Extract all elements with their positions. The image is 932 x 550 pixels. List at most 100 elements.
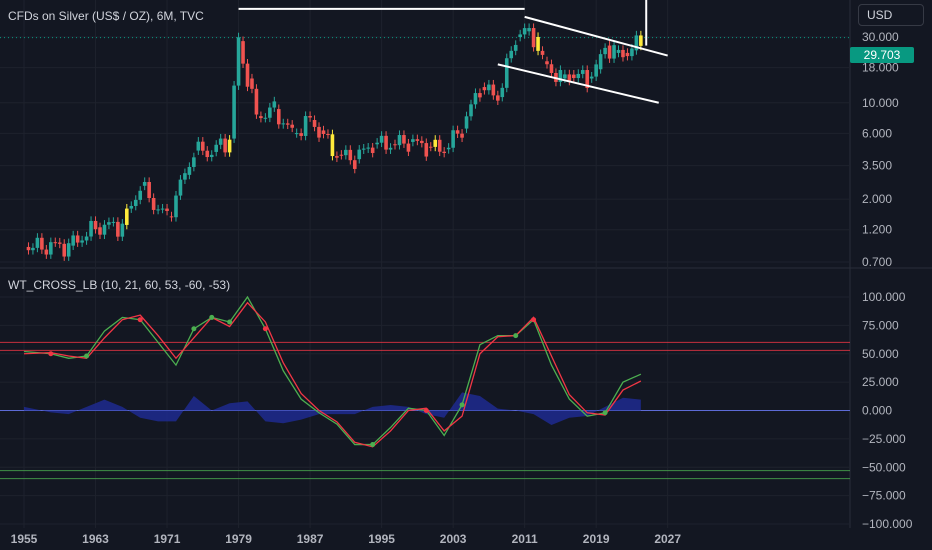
candle-body <box>607 45 612 59</box>
candle-body <box>478 93 482 98</box>
candle-body <box>192 157 196 167</box>
candle-body <box>464 116 469 129</box>
osc-tick-label: 25.000 <box>862 375 899 389</box>
x-tick-label: 1979 <box>225 532 252 546</box>
currency-button[interactable]: USD <box>858 4 924 26</box>
osc-tick-label: 100.000 <box>862 290 906 304</box>
cross-dot <box>191 326 197 332</box>
candle-body <box>35 237 40 248</box>
candle-body <box>576 73 581 79</box>
osc-tick-label: −25.000 <box>862 432 906 446</box>
oscillator-pane[interactable] <box>0 295 850 480</box>
x-tick-label: 2027 <box>654 532 681 546</box>
candle-body <box>446 147 451 150</box>
osc-tick-label: 0.000 <box>862 404 892 418</box>
candle-body <box>388 147 393 150</box>
candle-body <box>379 135 384 143</box>
oscillator-title: WT_CROSS_LB (10, 21, 60, 53, -60, -53) <box>8 278 231 292</box>
candle-body <box>75 235 80 243</box>
price-tick-label: 0.700 <box>862 255 892 269</box>
time-axis[interactable]: 1955 1963 1971 1979 1987 1995 2003 2011 2019 2027 <box>11 532 682 546</box>
candle-body <box>509 50 514 59</box>
candle-body <box>616 49 621 53</box>
candle-body <box>138 190 143 200</box>
candle-body <box>160 208 165 210</box>
candle-body <box>66 243 71 257</box>
candle-body <box>500 87 505 98</box>
osc-tick-label: −50.000 <box>862 460 906 474</box>
price-axis[interactable]: 30.000 18.000 10.000 6.000 3.500 2.000 1.200 0.… <box>862 30 913 531</box>
cross-dot <box>227 319 233 325</box>
candle-body <box>451 130 455 148</box>
candle-body <box>321 130 326 134</box>
candle-body <box>639 35 643 46</box>
trend-line <box>524 15 668 57</box>
candle-body <box>531 28 536 48</box>
price-tick-label: 18.000 <box>862 61 899 75</box>
cross-dot <box>137 317 143 323</box>
price-pane[interactable] <box>0 0 850 261</box>
candle-body <box>339 154 344 156</box>
candle-body <box>245 63 250 87</box>
cross-dot <box>84 353 90 359</box>
candle-body <box>420 140 424 144</box>
candle-body <box>612 45 616 59</box>
candle-body <box>308 116 312 118</box>
candle-body <box>174 195 178 218</box>
candle-body <box>263 117 268 119</box>
candle-body <box>102 224 107 235</box>
price-tick-label: 30.000 <box>862 30 899 44</box>
cross-dot <box>370 442 376 448</box>
candle-body <box>89 220 93 237</box>
candle-body <box>496 95 500 101</box>
candle-body <box>196 141 201 151</box>
candle-body <box>93 220 98 230</box>
candle-body <box>276 109 281 125</box>
candle-body <box>428 146 433 148</box>
x-tick-label: 2011 <box>512 532 538 546</box>
candle-body <box>205 150 210 158</box>
candle-body <box>335 156 339 158</box>
x-tick-label: 1987 <box>297 532 324 546</box>
candle-body <box>491 84 496 96</box>
candle-body <box>31 247 35 251</box>
candle-body <box>375 142 379 145</box>
candle-body <box>580 70 585 74</box>
wt-line-wt1 <box>23 295 642 446</box>
candle-body <box>312 120 317 127</box>
candle-body <box>518 34 522 37</box>
candle-body <box>344 149 348 156</box>
candle-body <box>317 126 321 138</box>
price-tick-label: 1.200 <box>862 223 892 237</box>
x-tick-label: 2019 <box>583 532 610 546</box>
candle-body <box>558 69 563 82</box>
candle-body <box>259 116 263 119</box>
candle-body <box>437 139 442 152</box>
cross-dot <box>209 314 215 320</box>
candle-body <box>133 199 138 206</box>
candle-body <box>545 61 549 65</box>
cross-dot <box>513 333 519 339</box>
candle-body <box>563 74 567 79</box>
main-chart-title: CFDs on Silver (US$ / OZ), 6M, TVC <box>8 9 204 23</box>
x-tick-label: 1995 <box>368 532 395 546</box>
candle-body <box>357 149 362 160</box>
price-tick-label: 2.000 <box>862 192 892 206</box>
x-tick-label: 1955 <box>11 532 38 546</box>
candle-body <box>241 41 245 64</box>
candle-body <box>169 216 174 218</box>
cross-dot <box>531 317 537 323</box>
candle-body <box>634 35 639 51</box>
candle-body <box>473 93 478 105</box>
candle-body <box>406 143 411 152</box>
cross-dot <box>459 402 465 408</box>
cross-dot <box>48 351 54 357</box>
candle-body <box>424 143 429 157</box>
candle-body <box>57 242 62 244</box>
candle-body <box>630 48 634 57</box>
candle-body <box>187 166 192 175</box>
candle-body <box>411 139 415 142</box>
candle-body <box>594 64 598 77</box>
x-tick-label: 1971 <box>154 532 181 546</box>
